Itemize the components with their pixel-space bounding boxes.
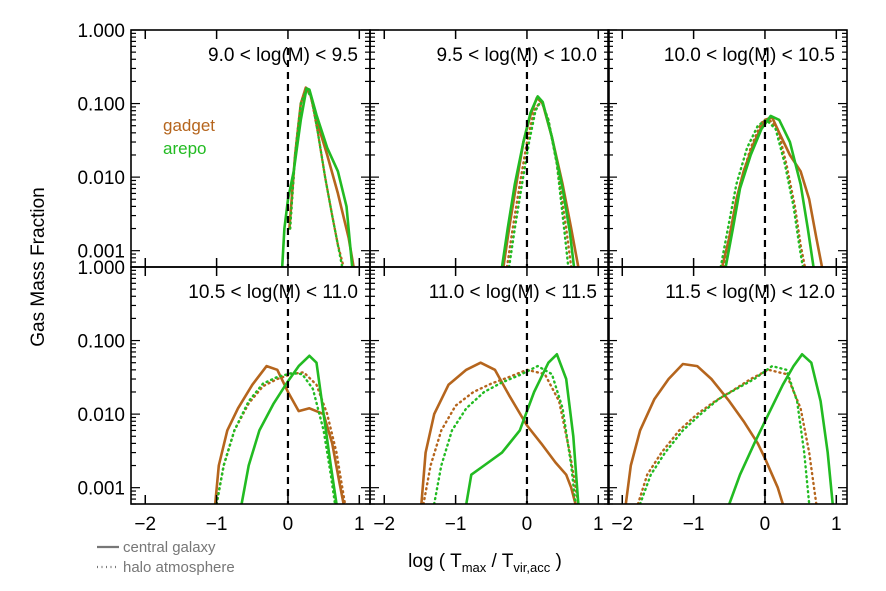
panel-2-plot-area: [500, 95, 580, 267]
panel-5-plot-area: [420, 352, 580, 504]
panel-4-plot-area: [213, 354, 347, 504]
panel-frame: [369, 266, 610, 505]
y-tick-label: 0.100: [77, 332, 125, 353]
gadget-central-galaxy-line: [213, 364, 345, 504]
x-tick-label: −1: [445, 514, 467, 535]
panel-1-plot-area: [280, 86, 355, 267]
x-axis-label-prefix: log ( T: [408, 551, 462, 572]
line-legend-solid-label: central galaxy: [123, 539, 216, 556]
y-axis-label: Gas Mass Fraction: [28, 187, 49, 346]
x-tick-label: −1: [206, 514, 228, 535]
y-tick-label: 0.001: [77, 479, 125, 500]
x-tick-label: 1: [354, 514, 365, 535]
panel-frame: [607, 266, 848, 505]
arepo-halo-atmosphere-line: [433, 364, 577, 504]
y-tick-label: 0.001: [77, 242, 125, 263]
y-tick-label: 1.000: [77, 258, 125, 279]
y-tick-label: 0.100: [77, 95, 125, 116]
panel-6-plot-area: [624, 352, 835, 504]
y-tick-label: 1.000: [77, 21, 125, 42]
panel-2: 9.5 < log(M) < 10.0: [369, 29, 610, 268]
x-tick-label: 0: [760, 514, 771, 535]
x-tick-label: 1: [831, 514, 842, 535]
gadget-central-galaxy-line: [624, 362, 785, 504]
gadget-halo-atmosphere-line: [422, 368, 580, 504]
legend-arepo: arepo: [163, 139, 206, 158]
arepo-central-galaxy-line: [240, 354, 338, 504]
x-tick-label: 1: [593, 514, 604, 535]
legend-gadget: gadget: [163, 116, 215, 135]
x-tick-label: −2: [611, 514, 633, 535]
gadget-halo-atmosphere-line: [636, 368, 818, 504]
arepo-halo-atmosphere-line: [288, 88, 344, 267]
panel-4: 10.5 < log(M) < 11.0 0.001 0.010 0.100 1.000…: [77, 258, 371, 535]
panels-group: 9.0 < log(M) < 9.5 0.001 0.010 0.100 1.000 ga…: [77, 21, 848, 535]
arepo-halo-atmosphere-line: [215, 372, 337, 504]
arepo-halo-atmosphere-line: [507, 99, 570, 267]
line-legend-dotted-label: halo atmosphere: [123, 559, 235, 576]
x-tick-label: 0: [283, 514, 294, 535]
arepo-central-galaxy-line: [727, 352, 835, 504]
x-tick-label: −2: [373, 514, 395, 535]
x-axis-label-sub2: vir,acc: [513, 560, 550, 575]
x-axis-label-suffix: ): [550, 551, 562, 572]
x-axis-label-mid: / T: [486, 551, 513, 572]
panel-title: 10.0 < log(M) < 10.5: [664, 45, 835, 66]
panel-title: 11.5 < log(M) < 12.0: [665, 282, 835, 303]
line-style-legend: central galaxy halo atmosphere: [97, 539, 235, 576]
y-tick-label: 0.010: [77, 405, 125, 426]
x-axis-label: log ( Tmax / Tvir,acc ): [408, 551, 562, 575]
arepo-halo-atmosphere-line: [719, 118, 804, 267]
y-tick-label: 0.010: [77, 168, 125, 189]
x-axis-label-sub1: max: [462, 560, 487, 575]
panel-title: 10.5 < log(M) < 11.0: [188, 282, 358, 303]
panel-5: 11.0 < log(M) < 11.5 −2 −1 0 1: [369, 266, 610, 535]
x-tick-label: −1: [683, 514, 705, 535]
panel-title: 11.0 < log(M) < 11.5: [429, 282, 597, 303]
arepo-halo-atmosphere-line: [638, 364, 811, 504]
arepo-central-galaxy-line: [724, 114, 815, 267]
gadget-central-galaxy-line: [720, 116, 824, 267]
panel-title: 9.5 < log(M) < 10.0: [436, 45, 597, 66]
panel-6: 11.5 < log(M) < 12.0 −2 −1 0 1: [607, 266, 848, 535]
panel-3-plot-area: [719, 114, 824, 267]
arepo-central-galaxy-line: [464, 352, 580, 504]
x-tick-label: −2: [134, 514, 156, 535]
panel-3: 10.0 < log(M) < 10.5: [607, 29, 848, 268]
gadget-central-galaxy-line: [420, 361, 577, 504]
x-tick-label: 0: [522, 514, 533, 535]
panel-1: 9.0 < log(M) < 9.5 0.001 0.010 0.100 1.000 ga…: [77, 21, 371, 268]
panel-title: 9.0 < log(M) < 9.5: [208, 45, 358, 66]
arepo-central-galaxy-line: [500, 95, 576, 267]
